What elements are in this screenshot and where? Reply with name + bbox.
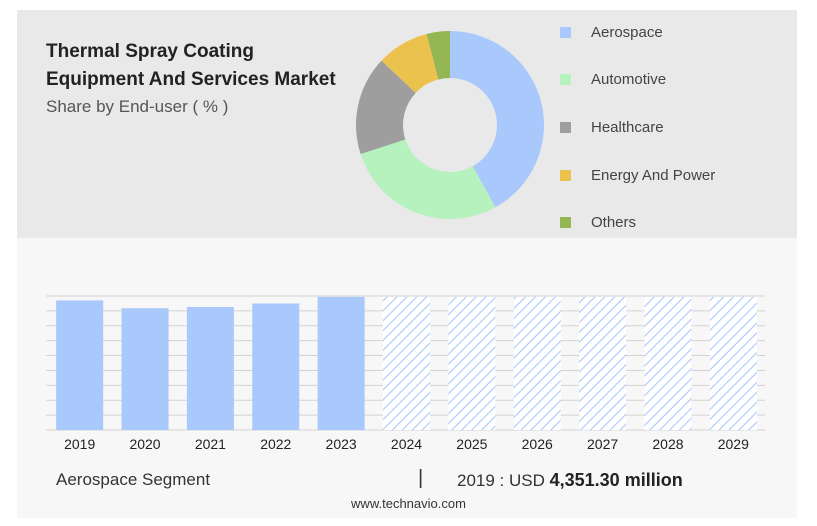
bar-2020: [121, 308, 169, 430]
bar-2022: [252, 303, 300, 430]
bar-2028: [644, 296, 692, 430]
donut-chart: [356, 31, 544, 219]
x-tick-label-2023: 2023: [326, 436, 357, 452]
x-tick-label-2029: 2029: [718, 436, 749, 452]
bar-2023: [317, 296, 365, 430]
x-tick-label-2025: 2025: [456, 436, 487, 452]
x-tick-label-2026: 2026: [522, 436, 553, 452]
x-tick-label-2022: 2022: [260, 436, 291, 452]
x-tick-label-2020: 2020: [129, 436, 160, 452]
segment-year-label: 2019 : USD: [457, 471, 545, 490]
donut-slice-healthcare: [356, 60, 416, 155]
legend-label-aerospace: Aerospace: [591, 23, 663, 41]
title-line-1: Thermal Spray Coating: [46, 41, 254, 62]
legend-swatch-energy-and-power: [560, 169, 571, 181]
bar-2024: [383, 296, 430, 430]
segment-value-amount: 4,351.30 million: [549, 470, 683, 490]
legend-label-automotive: Automotive: [591, 71, 667, 89]
bar-2019: [56, 300, 104, 430]
donut-slice-energy-and-power: [381, 33, 439, 93]
legend-swatch-aerospace: [560, 26, 571, 38]
legend-label-healthcare: Healthcare: [591, 118, 664, 136]
bar-2027: [579, 296, 627, 430]
bar-2025: [448, 296, 496, 430]
donut-slice-automotive: [360, 139, 496, 219]
x-tick-label-2024: 2024: [391, 436, 422, 452]
legend-swatch-others: [560, 217, 571, 229]
x-tick-label-2027: 2027: [587, 436, 618, 452]
legend-item-aerospace: Aerospace: [560, 20, 663, 44]
legend-swatch-healthcare: [560, 121, 571, 133]
legend-swatch-automotive: [560, 74, 571, 86]
bar-2029: [709, 296, 757, 430]
donut-slice-others: [426, 31, 450, 80]
legend-item-others: Others: [560, 211, 636, 235]
segment-label: Aerospace Segment: [56, 470, 211, 489]
footer-separator: |: [418, 467, 424, 489]
bar-2021: [186, 307, 234, 430]
legend-label-energy-and-power: Energy And Power: [591, 166, 716, 184]
donut-slice-aerospace: [450, 31, 544, 208]
bar-2026: [513, 296, 561, 430]
x-tick-label-2028: 2028: [652, 436, 683, 452]
website-link[interactable]: www.technavio.com: [351, 496, 466, 511]
segment-value: 2019 : USD 4,351.30 million: [457, 470, 683, 491]
legend-item-energy-and-power: Energy And Power: [560, 163, 715, 187]
chart-title: Thermal Spray Coating Equipment And Serv…: [46, 38, 376, 94]
x-tick-label-2021: 2021: [195, 436, 226, 452]
legend-label-others: Others: [591, 214, 637, 232]
legend-item-healthcare: Healthcare: [560, 115, 664, 139]
chart-subtitle: Share by End-user ( % ): [46, 97, 229, 116]
x-tick-label-2019: 2019: [64, 436, 95, 452]
legend-item-automotive: Automotive: [560, 68, 666, 92]
title-line-2: Equipment And Services Market: [46, 69, 336, 90]
